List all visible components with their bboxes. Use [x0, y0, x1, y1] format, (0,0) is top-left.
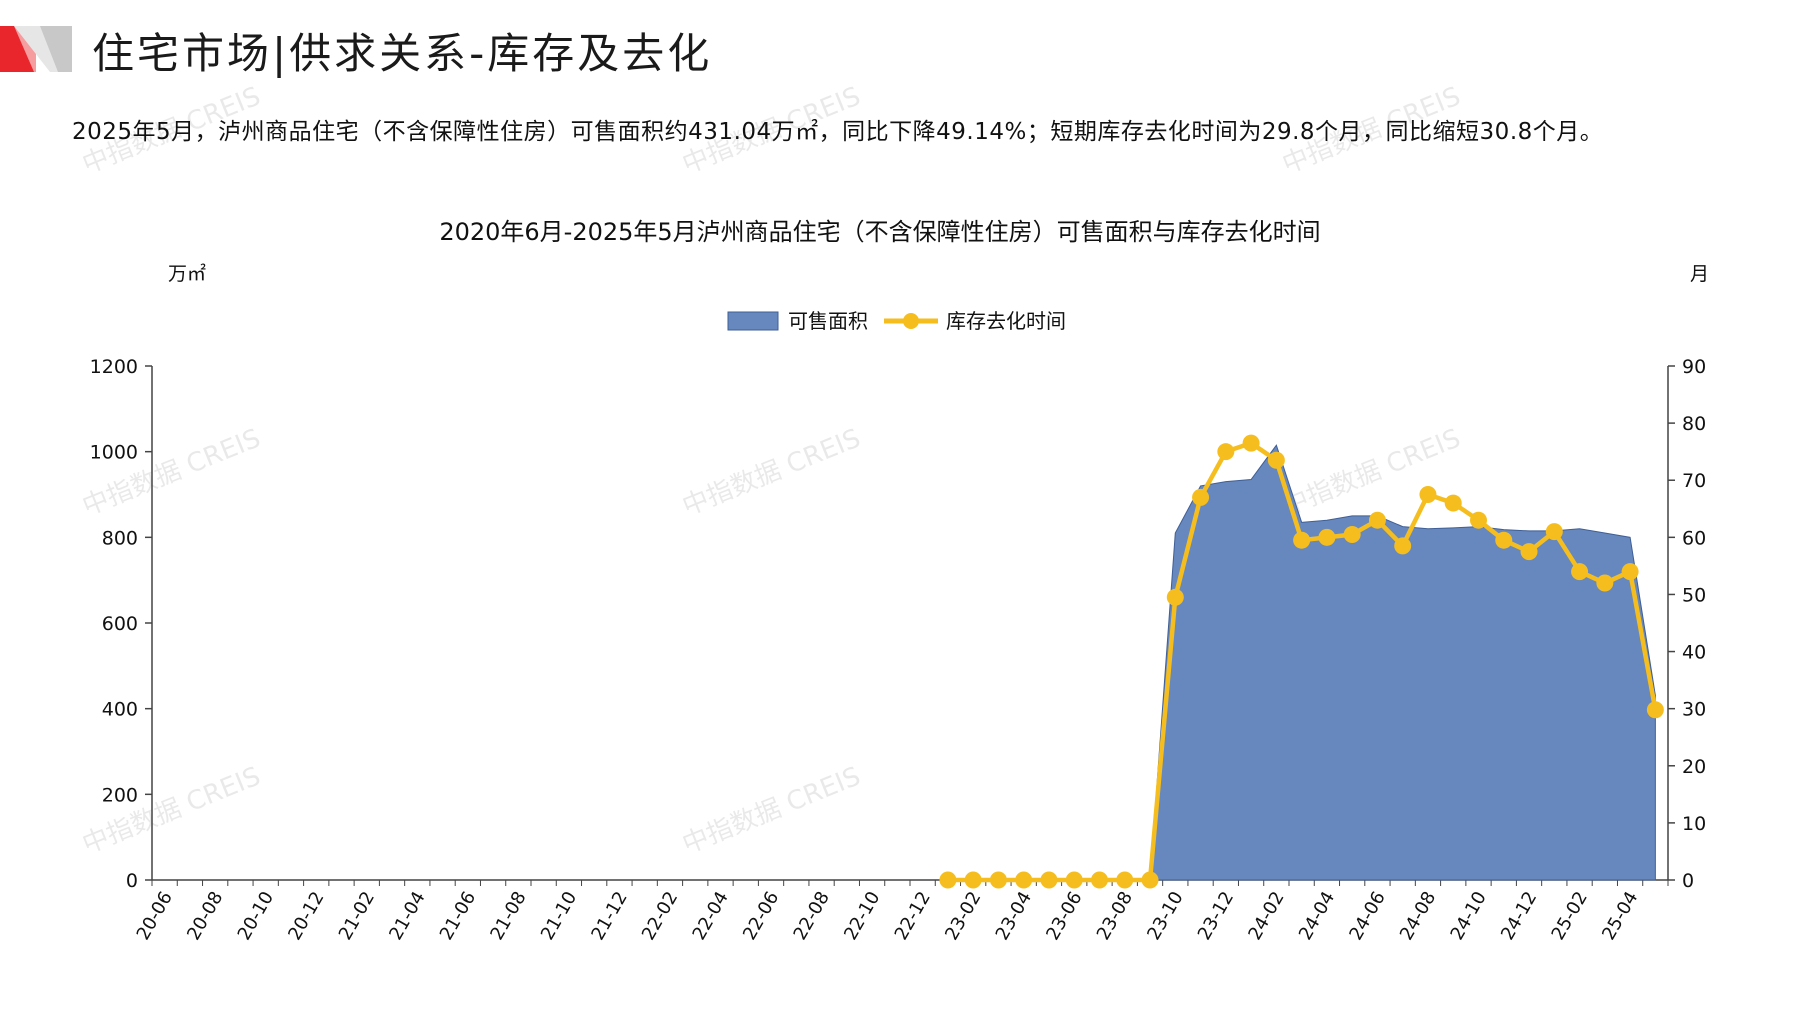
series-line-point	[1040, 871, 1058, 889]
right-axis-tick-label: 10	[1682, 813, 1706, 835]
right-axis-tick-label: 30	[1682, 699, 1706, 721]
left-axis-tick-label: 600	[102, 613, 138, 635]
right-axis-tick-label: 80	[1682, 413, 1706, 435]
series-area-saleable	[1149, 444, 1656, 881]
x-axis-tick-label: 21-04	[385, 888, 429, 944]
left-axis-tick-label: 800	[102, 527, 138, 549]
x-axis-tick-label: 20-12	[284, 888, 328, 944]
legend-area-swatch	[727, 311, 779, 331]
series-line-point	[1545, 523, 1563, 541]
x-axis-tick-label: 21-12	[587, 888, 631, 944]
page-title: 住宅市场|供求关系-库存及去化	[92, 29, 713, 78]
legend: 可售面积 库存去化时间	[727, 309, 1066, 333]
series-line-point	[1166, 588, 1184, 606]
x-axis-tick-label: 20-10	[234, 888, 278, 944]
x-axis-tick-label: 23-10	[1143, 888, 1187, 944]
right-axis-unit: 月	[1690, 263, 1709, 285]
series-line-point	[939, 871, 957, 889]
x-axis-tick-label: 22-02	[638, 888, 682, 944]
summary-text: 2025年5月，泸州商品住宅（不含保障性住房）可售面积约431.04万㎡，同比下…	[72, 119, 1604, 145]
x-axis-tick-label: 21-06	[436, 888, 480, 944]
series-line-point	[1571, 563, 1589, 581]
x-axis-tick-label: 22-12	[891, 888, 935, 944]
series-line-point	[1015, 871, 1033, 889]
x-axis-tick-label: 23-06	[1042, 888, 1086, 944]
x-axis-tick-label: 21-10	[537, 888, 581, 944]
x-axis-tick-label: 25-04	[1598, 888, 1642, 944]
series-line-point	[1091, 871, 1108, 889]
series-line-point	[1192, 488, 1210, 506]
series-line-point	[1368, 511, 1386, 529]
x-axis-tick-label: 24-04	[1295, 888, 1339, 944]
left-axis-tick-label: 400	[102, 699, 138, 721]
legend-line-marker	[903, 313, 919, 329]
x-axis-tick-label: 24-02	[1244, 888, 1288, 944]
series-line-point	[1343, 525, 1361, 543]
series-line-point	[1444, 494, 1462, 512]
x-axis-tick-label: 23-02	[941, 888, 985, 944]
x-axis-tick-label: 24-12	[1497, 888, 1541, 944]
x-axis-tick-label: 23-04	[992, 888, 1036, 944]
series-line-point	[1242, 434, 1260, 452]
x-axis-tick-label: 21-02	[335, 888, 379, 944]
series-line-point	[1520, 543, 1538, 561]
right-axis-tick-label: 90	[1682, 356, 1706, 378]
right-axis-tick-label: 60	[1682, 527, 1706, 549]
series-line-point	[1116, 871, 1134, 889]
right-axis-tick-label: 70	[1682, 470, 1706, 492]
series-line-point	[1065, 871, 1083, 889]
x-axis-tick-label: 25-02	[1548, 888, 1592, 944]
series-line-point	[989, 871, 1007, 889]
series-line-point	[1217, 443, 1235, 461]
legend-line-label: 库存去化时间	[946, 309, 1066, 333]
series-line-point	[1394, 537, 1412, 555]
brand-logo	[0, 26, 72, 72]
x-axis-tick-label: 23-08	[1093, 888, 1137, 944]
x-axis-tick-label: 20-08	[183, 888, 227, 944]
plot-area: 0 200 400 600 800 1000 1200 0 10 20 30 40 50 60 70 80 90…	[90, 356, 1707, 944]
series-line-point	[1293, 531, 1311, 549]
left-axis-unit: 万㎡	[168, 262, 206, 285]
series-line-point	[1596, 574, 1614, 592]
series-line-point	[1267, 451, 1285, 469]
left-axis-tick-label: 1200	[90, 356, 138, 378]
x-axis-tick-label: 22-04	[688, 888, 732, 944]
series-line-point	[1621, 563, 1639, 581]
chart-title: 2020年6月-2025年5月泸州商品住宅（不含保障性住房）可售面积与库存去化时…	[439, 218, 1320, 246]
series-line-point	[1141, 871, 1159, 889]
series-line-point	[1495, 531, 1513, 549]
x-axis-tick-label: 22-06	[739, 888, 783, 944]
x-axis-tick-label: 23-12	[1194, 888, 1238, 944]
x-axis-tick-label: 20-06	[133, 888, 177, 944]
series-line-point	[1419, 486, 1437, 503]
x-axis-tick-label: 21-08	[486, 888, 530, 944]
left-axis-tick-label: 0	[126, 870, 138, 892]
series-line-point	[964, 871, 982, 889]
legend-area-label: 可售面积	[788, 309, 868, 333]
x-axis-tick-label: 24-08	[1396, 888, 1440, 944]
right-axis-tick-label: 20	[1682, 756, 1706, 778]
series-line-point	[1646, 701, 1664, 719]
x-axis-tick-label: 24-10	[1446, 888, 1490, 944]
left-axis-tick-label: 200	[102, 784, 138, 806]
x-axis-tick-label: 22-08	[790, 888, 834, 944]
x-axis-tick-label: 24-06	[1345, 888, 1389, 944]
series-line-point	[1318, 528, 1336, 546]
x-axis-tick-label: 22-10	[840, 888, 884, 944]
right-axis-tick-label: 50	[1682, 584, 1706, 606]
right-axis-tick-label: 0	[1682, 870, 1694, 892]
series-line-point	[1470, 511, 1487, 529]
left-axis-tick-label: 1000	[90, 442, 138, 464]
right-axis-tick-label: 40	[1682, 642, 1706, 664]
